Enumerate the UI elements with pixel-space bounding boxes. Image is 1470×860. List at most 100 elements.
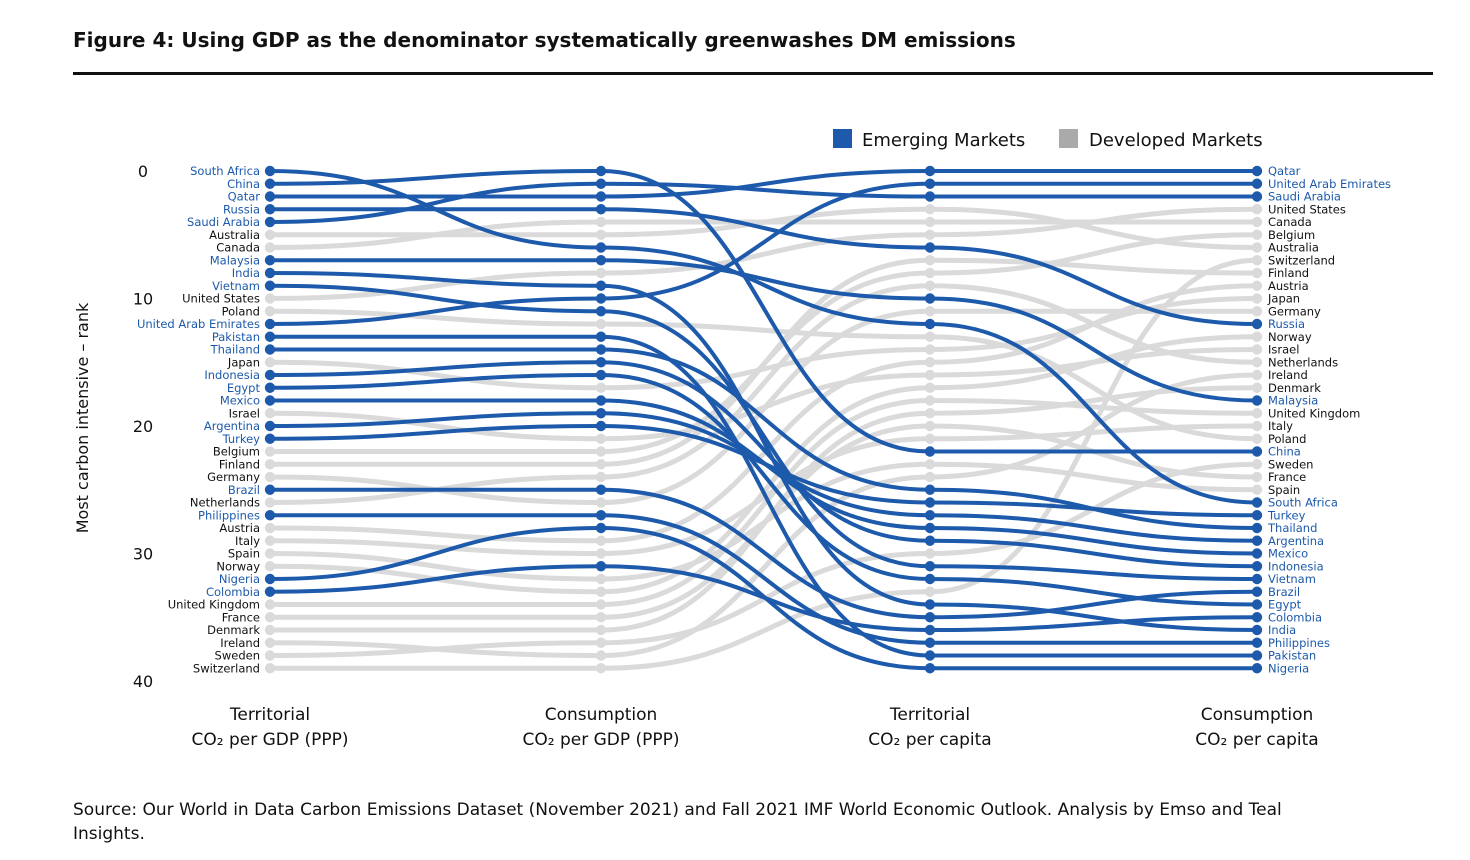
point-egypt-stage1 (264, 382, 276, 393)
point-spain-stage3 (924, 459, 936, 470)
point-malaysia-stage1 (264, 255, 276, 266)
label-left-germany: Germany (207, 470, 260, 484)
point-qatar-stage4 (1251, 165, 1263, 177)
point-canada-stage2 (595, 216, 607, 228)
label-left-pakistan: Pakistan (212, 330, 260, 344)
point-vietnam-stage4 (1251, 573, 1263, 585)
point-austria-stage1 (264, 522, 276, 534)
point-switzerland-stage3 (924, 586, 936, 597)
point-israel-stage1 (264, 408, 276, 419)
point-switzerland-stage2 (595, 663, 607, 674)
point-malaysia-stage3 (924, 293, 936, 304)
label-right-saudi-arabia: Saudi Arabia (1268, 190, 1341, 204)
point-turkey-stage2 (595, 420, 607, 432)
label-left-switzerland: Switzerland (193, 661, 260, 675)
point-poland-stage2 (595, 318, 607, 330)
y-tick-label: 30 (133, 545, 153, 564)
point-colombia-stage4 (1251, 612, 1263, 623)
point-denmark-stage1 (264, 624, 276, 636)
label-left-india: India (232, 266, 260, 280)
point-vietnam-stage1 (264, 280, 276, 291)
point-nigeria-stage1 (264, 573, 276, 585)
point-australia-stage4 (1251, 242, 1263, 253)
point-france-stage1 (264, 612, 276, 623)
point-japan-stage1 (264, 357, 276, 368)
line-brazil (268, 487, 1259, 620)
point-united-states-stage4 (1251, 204, 1263, 215)
point-thailand-stage1 (264, 344, 276, 355)
point-austria-stage3 (924, 357, 936, 368)
label-left-south-africa: South Africa (190, 164, 260, 178)
point-argentina-stage1 (264, 420, 276, 432)
point-netherlands-stage3 (924, 280, 936, 291)
point-netherlands-stage4 (1251, 357, 1263, 368)
point-philippines-stage3 (924, 637, 936, 648)
label-right-china: China (1268, 445, 1301, 459)
point-russia-stage1 (264, 204, 276, 215)
point-saudi-arabia-stage3 (924, 191, 936, 202)
point-sweden-stage2 (595, 637, 607, 648)
label-left-sweden: Sweden (215, 649, 260, 663)
point-france-stage4 (1251, 471, 1263, 483)
y-tick-label: 0 (138, 162, 148, 181)
point-belgium-stage2 (595, 446, 607, 457)
label-left-united-states: United States (182, 292, 260, 306)
stage-label-1: Territorial (229, 705, 310, 725)
point-qatar-stage3 (924, 165, 936, 177)
point-norway-stage3 (924, 382, 936, 393)
point-vietnam-stage3 (924, 561, 936, 572)
label-right-egypt: Egypt (1268, 598, 1302, 612)
y-tick-label: 10 (133, 290, 153, 309)
point-argentina-stage3 (924, 510, 936, 521)
legend-swatch-developed-markets (1059, 129, 1078, 148)
line-turkey (268, 423, 1259, 518)
point-brazil-stage1 (264, 484, 276, 495)
legend-label-developed-markets: Developed Markets (1089, 130, 1263, 151)
point-belgium-stage4 (1251, 229, 1263, 240)
y-axis-title: Most carbon intensive – rank (73, 302, 92, 533)
point-italy-stage3 (924, 433, 936, 444)
point-egypt-stage3 (924, 573, 936, 585)
label-right-brazil: Brazil (1268, 585, 1300, 599)
label-right-argentina: Argentina (1268, 534, 1324, 548)
label-right-spain: Spain (1268, 483, 1300, 497)
point-pakistan-stage3 (924, 650, 936, 661)
line-vietnam (268, 283, 1259, 581)
point-germany-stage4 (1251, 306, 1263, 317)
point-united-kingdom-stage4 (1251, 408, 1263, 419)
label-left-nigeria: Nigeria (219, 572, 260, 586)
point-nigeria-stage4 (1251, 663, 1263, 674)
label-left-united-arab-emirates: United Arab Emirates (137, 317, 260, 331)
point-germany-stage2 (595, 497, 607, 508)
label-left-japan: Japan (227, 355, 260, 369)
label-right-norway: Norway (1268, 330, 1312, 344)
legend-label-emerging-markets: Emerging Markets (862, 130, 1025, 151)
label-left-poland: Poland (222, 304, 260, 318)
point-italy-stage2 (595, 548, 607, 559)
label-left-qatar: Qatar (228, 190, 261, 204)
label-right-nigeria: Nigeria (1268, 661, 1309, 675)
point-united-states-stage2 (595, 267, 607, 279)
point-china-stage4 (1251, 446, 1263, 457)
point-poland-stage1 (264, 306, 276, 317)
point-australia-stage3 (924, 204, 936, 215)
label-right-united-states: United States (1268, 202, 1346, 216)
point-netherlands-stage1 (264, 497, 276, 508)
point-canada-stage1 (264, 242, 276, 253)
point-saudi-arabia-stage1 (264, 216, 276, 228)
figure-title: Figure 4: Using GDP as the denominator s… (73, 28, 1016, 52)
point-philippines-stage4 (1251, 637, 1263, 648)
label-right-canada: Canada (1268, 215, 1312, 229)
point-spain-stage4 (1251, 484, 1263, 495)
y-tick-label: 40 (133, 672, 153, 691)
label-right-denmark: Denmark (1268, 381, 1321, 395)
label-right-finland: Finland (1268, 266, 1309, 280)
label-left-argentina: Argentina (204, 419, 260, 433)
point-brazil-stage4 (1251, 586, 1263, 597)
point-thailand-stage4 (1251, 522, 1263, 534)
point-mexico-stage2 (595, 395, 607, 406)
label-left-thailand: Thailand (210, 343, 260, 357)
point-thailand-stage2 (595, 344, 607, 355)
point-australia-stage2 (595, 229, 607, 240)
series-lines (267, 168, 1260, 671)
